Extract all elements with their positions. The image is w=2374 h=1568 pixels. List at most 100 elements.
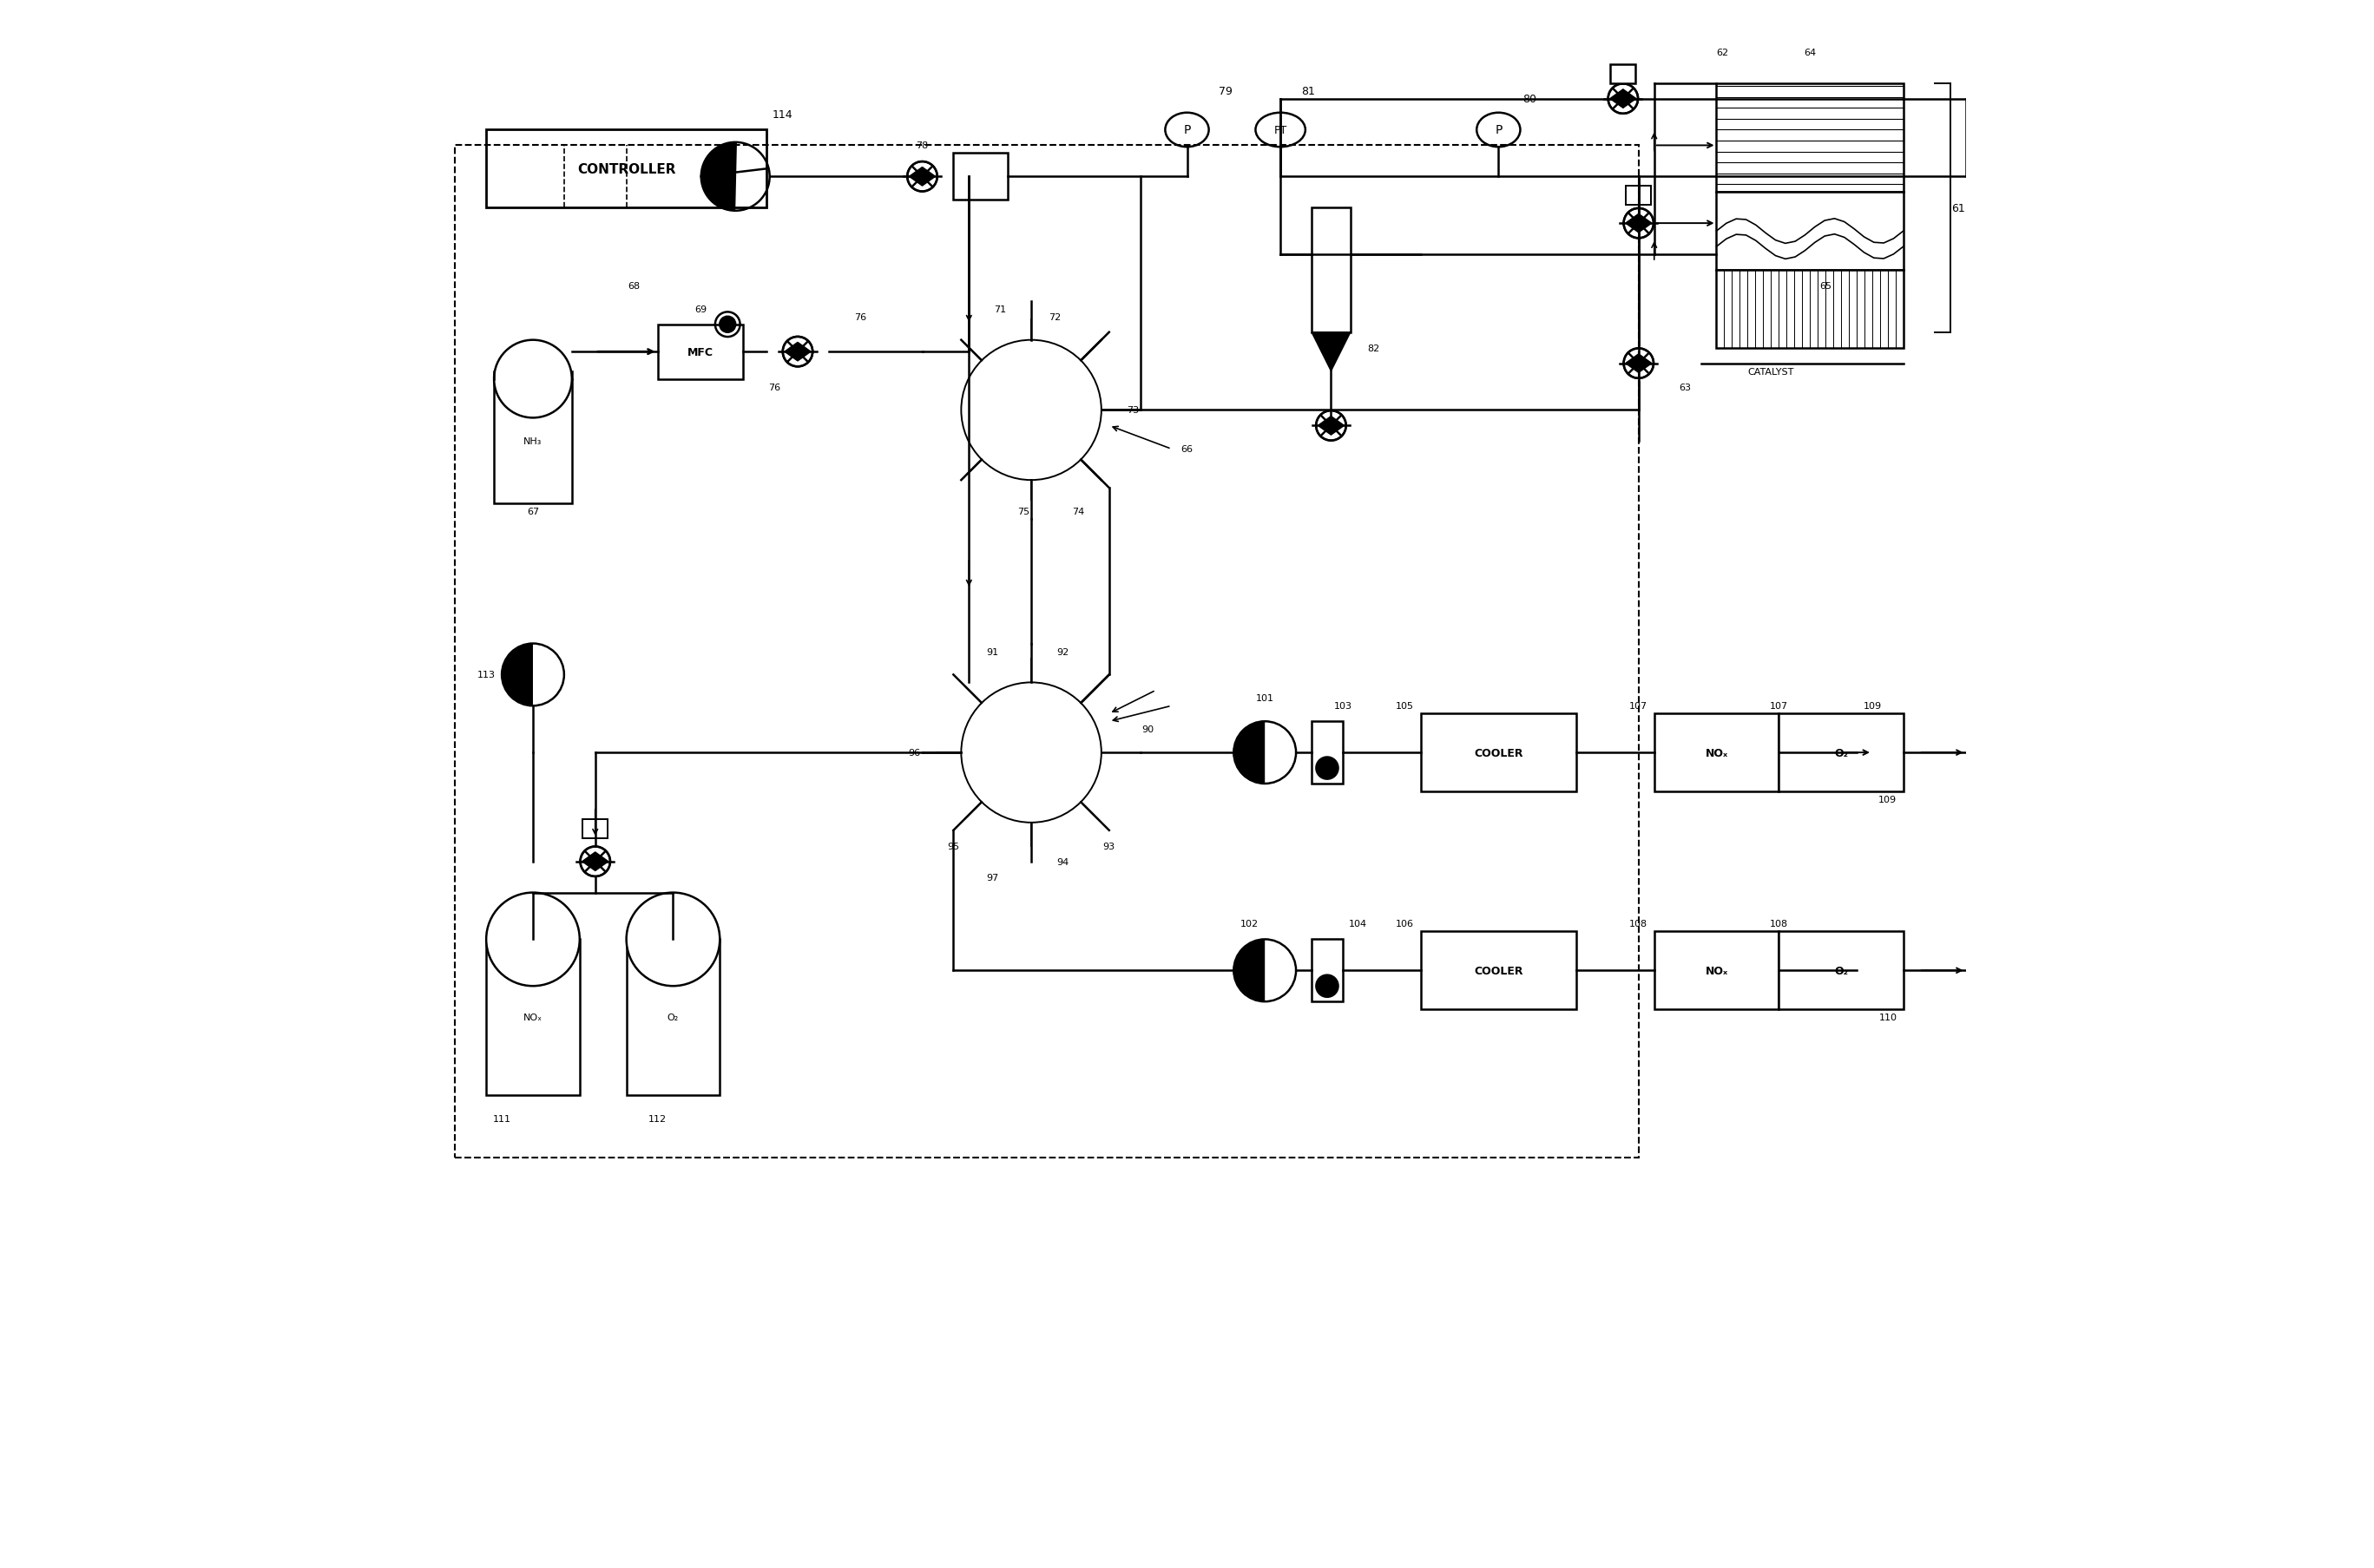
Text: 90: 90 xyxy=(1142,726,1154,734)
FancyBboxPatch shape xyxy=(1716,83,1904,193)
FancyBboxPatch shape xyxy=(487,130,767,209)
Text: 76: 76 xyxy=(855,314,867,321)
FancyBboxPatch shape xyxy=(1310,939,1344,1002)
Text: COOLER: COOLER xyxy=(1474,748,1524,759)
Text: O₂: O₂ xyxy=(1835,748,1847,759)
Circle shape xyxy=(907,162,938,193)
Text: 107: 107 xyxy=(1629,702,1648,710)
Text: 95: 95 xyxy=(947,842,959,850)
Polygon shape xyxy=(1624,89,1636,108)
Text: 94: 94 xyxy=(1056,858,1068,866)
Text: P: P xyxy=(1182,124,1192,136)
Polygon shape xyxy=(1638,215,1652,234)
Circle shape xyxy=(1624,209,1655,238)
Text: 69: 69 xyxy=(693,306,707,314)
Polygon shape xyxy=(582,853,596,872)
Text: 65: 65 xyxy=(1818,282,1833,290)
Text: 113: 113 xyxy=(477,671,496,679)
Ellipse shape xyxy=(1166,113,1208,147)
Polygon shape xyxy=(909,168,921,187)
FancyBboxPatch shape xyxy=(582,820,608,839)
Text: NOₓ: NOₓ xyxy=(1705,748,1728,759)
Text: 96: 96 xyxy=(909,748,921,757)
Text: 72: 72 xyxy=(1049,314,1061,321)
FancyBboxPatch shape xyxy=(1716,193,1904,271)
Text: 75: 75 xyxy=(1018,508,1030,516)
Text: CONTROLLER: CONTROLLER xyxy=(577,163,677,176)
Polygon shape xyxy=(700,143,736,212)
FancyBboxPatch shape xyxy=(494,379,572,503)
Text: 92: 92 xyxy=(1056,648,1068,655)
Text: O₂: O₂ xyxy=(667,1013,679,1022)
FancyBboxPatch shape xyxy=(1716,271,1904,348)
Ellipse shape xyxy=(1256,113,1306,147)
Circle shape xyxy=(627,892,719,986)
Text: 80: 80 xyxy=(1522,94,1536,105)
Text: 82: 82 xyxy=(1367,343,1379,353)
FancyBboxPatch shape xyxy=(1610,66,1636,83)
Text: 81: 81 xyxy=(1301,86,1315,97)
Text: 67: 67 xyxy=(527,508,539,516)
Text: 79: 79 xyxy=(1218,86,1232,97)
Text: NOₓ: NOₓ xyxy=(1705,964,1728,977)
Polygon shape xyxy=(1626,354,1638,373)
Text: 108: 108 xyxy=(1769,920,1788,928)
Polygon shape xyxy=(1310,332,1351,372)
Text: 64: 64 xyxy=(1804,49,1816,56)
Text: CATALYST: CATALYST xyxy=(1747,367,1795,376)
FancyBboxPatch shape xyxy=(1310,721,1344,784)
Text: NOₓ: NOₓ xyxy=(522,1013,544,1022)
Circle shape xyxy=(961,340,1102,480)
Polygon shape xyxy=(1234,939,1265,1002)
Polygon shape xyxy=(921,168,935,187)
Text: 73: 73 xyxy=(1125,406,1140,416)
Text: 109: 109 xyxy=(1864,702,1880,710)
FancyBboxPatch shape xyxy=(1310,209,1351,332)
Polygon shape xyxy=(798,343,812,362)
Text: 93: 93 xyxy=(1104,842,1116,850)
Polygon shape xyxy=(1638,354,1652,373)
Text: 91: 91 xyxy=(985,648,999,655)
Text: 101: 101 xyxy=(1256,695,1275,702)
Text: COOLER: COOLER xyxy=(1474,964,1524,977)
Text: 78: 78 xyxy=(916,141,928,151)
Text: 106: 106 xyxy=(1396,920,1415,928)
Text: 63: 63 xyxy=(1678,383,1690,392)
Text: 102: 102 xyxy=(1239,920,1258,928)
Ellipse shape xyxy=(1477,113,1519,147)
FancyBboxPatch shape xyxy=(1420,713,1576,792)
Circle shape xyxy=(1234,939,1296,1002)
Text: 110: 110 xyxy=(1878,1013,1897,1022)
Text: 104: 104 xyxy=(1348,920,1367,928)
Circle shape xyxy=(1234,721,1296,784)
Circle shape xyxy=(719,317,736,332)
Polygon shape xyxy=(783,343,798,362)
FancyBboxPatch shape xyxy=(1778,713,1904,792)
Circle shape xyxy=(1315,411,1346,441)
Text: 109: 109 xyxy=(1878,795,1897,804)
FancyBboxPatch shape xyxy=(1655,713,1778,792)
FancyBboxPatch shape xyxy=(1626,187,1650,205)
Text: 103: 103 xyxy=(1334,702,1351,710)
Circle shape xyxy=(783,337,812,367)
Circle shape xyxy=(494,340,572,419)
Circle shape xyxy=(961,682,1102,823)
Text: PT: PT xyxy=(1275,125,1287,136)
Text: 68: 68 xyxy=(629,282,641,290)
Polygon shape xyxy=(596,853,608,872)
Circle shape xyxy=(579,847,610,877)
FancyBboxPatch shape xyxy=(954,154,1009,201)
Polygon shape xyxy=(1234,721,1265,784)
Bar xyxy=(456,146,1638,1157)
Text: 112: 112 xyxy=(648,1115,667,1123)
FancyBboxPatch shape xyxy=(1655,931,1778,1010)
Polygon shape xyxy=(1626,215,1638,234)
Text: 66: 66 xyxy=(1180,445,1194,453)
Circle shape xyxy=(1607,85,1638,114)
Polygon shape xyxy=(1332,417,1344,436)
FancyBboxPatch shape xyxy=(1420,931,1576,1010)
Text: P: P xyxy=(1496,124,1503,136)
Polygon shape xyxy=(1318,417,1332,436)
Text: NH₃: NH₃ xyxy=(525,437,541,445)
Text: MFC: MFC xyxy=(688,347,712,358)
